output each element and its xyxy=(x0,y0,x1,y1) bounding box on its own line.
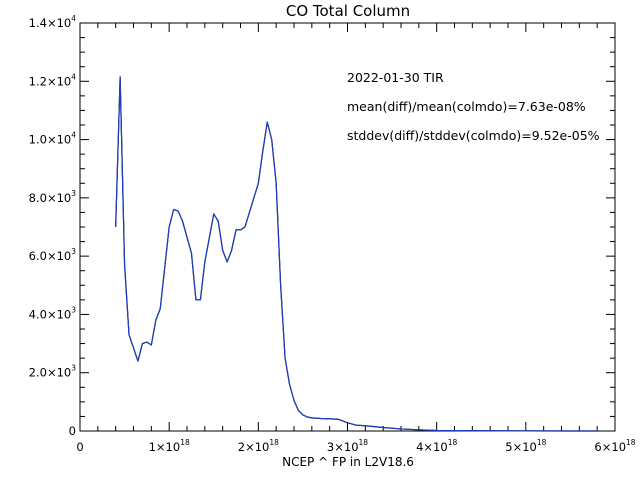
series-line-1 xyxy=(115,76,598,432)
series-layer xyxy=(115,76,598,432)
y-tick-label: 8.0×103 xyxy=(29,189,77,205)
chart-title: CO Total Column xyxy=(286,2,410,20)
x-tick-label: 6×1018 xyxy=(594,438,635,454)
y-tick-label: 0 xyxy=(69,424,76,438)
y-tick-label: 2.0×103 xyxy=(29,364,77,380)
annotation-stddev-ratio: stddev(diff)/stddev(colmdo)=9.52e-05% xyxy=(347,128,600,143)
y-tick-label: 1.4×104 xyxy=(29,14,77,30)
x-tick-label: 5×1018 xyxy=(505,438,546,454)
annotation-mean-ratio: mean(diff)/mean(colmdo)=7.63e-08% xyxy=(347,99,586,114)
x-tick-label: 0 xyxy=(76,440,83,454)
y-axis-ticks: 0 2.0×103 4.0×103 6.0×103 8.0×103 1.0×104 1.2×… xyxy=(29,14,615,438)
x-axis-label: NCEP ^ FP in L2V18.6 xyxy=(282,455,414,469)
x-tick-label: 3×1018 xyxy=(327,438,368,454)
y-tick-label: 1.2×104 xyxy=(29,72,77,88)
x-tick-label: 4×1018 xyxy=(416,438,457,454)
y-tick-label: 4.0×103 xyxy=(29,305,77,321)
y-tick-label: 6.0×103 xyxy=(29,247,77,263)
x-axis-ticks: 0 1×1018 2×1018 3×1018 4×1018 5×1018 6×1018 xyxy=(76,23,636,454)
x-tick-label: 1×1018 xyxy=(149,438,190,454)
x-tick-label: 2×1018 xyxy=(238,438,279,454)
y-tick-label: 1.0×104 xyxy=(29,131,77,147)
annotation-date: 2022-01-30 TIR xyxy=(347,70,444,85)
